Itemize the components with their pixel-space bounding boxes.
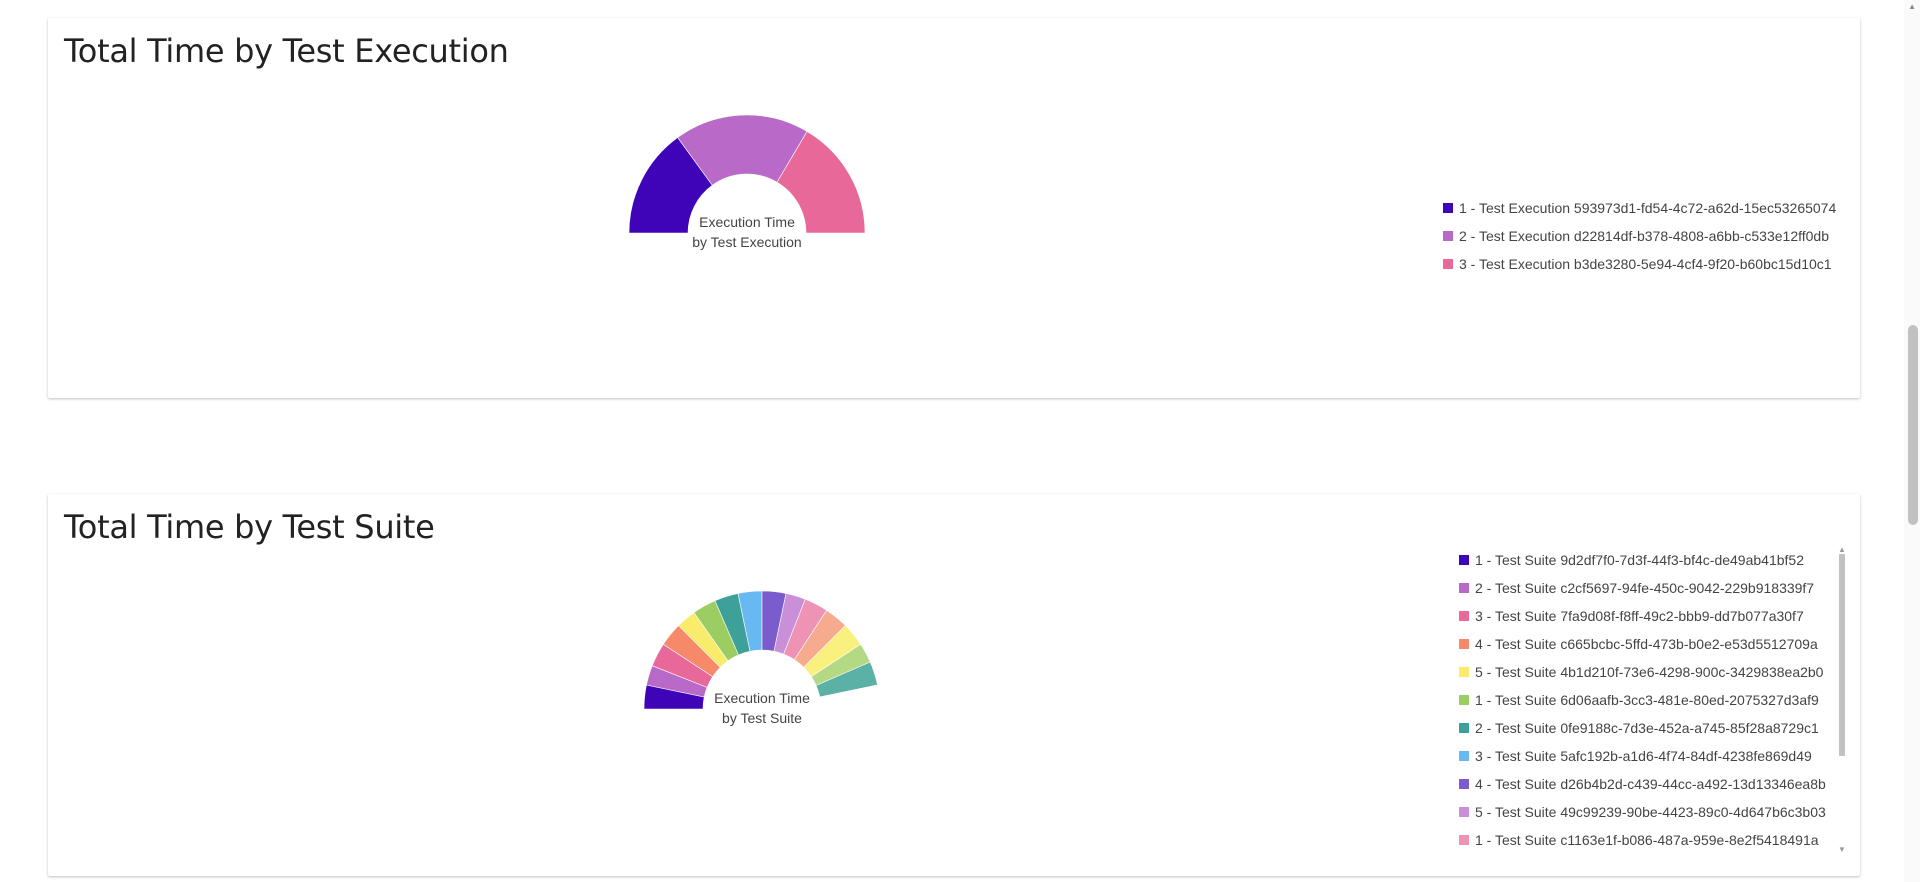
legend-item[interactable]: 2 - Test Suite c2cf5697-94fe-450c-9042-2… <box>1459 574 1864 602</box>
center-label-line-1: Execution Time <box>699 214 795 230</box>
legend-scrollbar-thumb[interactable] <box>1839 554 1845 756</box>
legend-swatch <box>1459 695 1469 705</box>
legend-swatch <box>1443 231 1453 241</box>
legend-item[interactable]: 4 - Test Suite d26b4b2d-c439-44cc-a492-1… <box>1459 770 1864 798</box>
legend-item[interactable]: 1 - Test Suite 6d06aafb-3cc3-481e-80ed-2… <box>1459 686 1864 714</box>
legend-swatch <box>1459 555 1469 565</box>
legend-item[interactable]: 3 - Test Suite 5afc192b-a1d6-4f74-84df-4… <box>1459 742 1864 770</box>
legend-swatch <box>1443 259 1453 269</box>
page-scrollbar-thumb[interactable] <box>1908 325 1918 525</box>
center-label-line-2: by Test Suite <box>722 710 802 726</box>
pie-slice[interactable] <box>819 684 881 710</box>
legend-label: 2 - Test Execution d22814df-b378-4808-a6… <box>1459 228 1829 244</box>
legend-label: 4 - Test Suite d26b4b2d-c439-44cc-a492-1… <box>1475 776 1826 792</box>
legend-label: 5 - Test Suite 4b1d210f-73e6-4298-900c-3… <box>1475 664 1824 680</box>
legend-item[interactable]: 1 - Test Suite c1163e1f-b086-487a-959e-8… <box>1459 826 1864 846</box>
center-label-line-2: by Test Execution <box>692 234 801 250</box>
legend-item[interactable]: 3 - Test Execution b3de3280-5e94-4cf4-9f… <box>1443 250 1858 278</box>
legend-label: 2 - Test Suite 0fe9188c-7d3e-452a-a745-8… <box>1475 720 1819 736</box>
legend-swatch <box>1459 807 1469 817</box>
legend-swatch <box>1459 583 1469 593</box>
legend-label: 3 - Test Suite 7fa9d08f-f8ff-49c2-bbb9-d… <box>1475 608 1804 624</box>
legend-swatch <box>1459 667 1469 677</box>
legend-item[interactable]: 1 - Test Suite 9d2df7f0-7d3f-44f3-bf4c-d… <box>1459 546 1864 574</box>
center-label-line-1: Execution Time <box>714 690 810 706</box>
legend-label: 1 - Test Suite c1163e1f-b086-487a-959e-8… <box>1475 832 1819 846</box>
semicircle-chart-test-execution: Execution Time by Test Execution <box>628 114 866 250</box>
legend-label: 1 - Test Suite 9d2df7f0-7d3f-44f3-bf4c-d… <box>1475 552 1804 568</box>
legend-swatch <box>1459 723 1469 733</box>
legend-test-execution: 1 - Test Execution 593973d1-fd54-4c72-a6… <box>1443 194 1858 278</box>
pie-slice[interactable] <box>677 114 808 186</box>
legend-swatch <box>1459 751 1469 761</box>
legend-item[interactable]: 5 - Test Suite 4b1d210f-73e6-4298-900c-3… <box>1459 658 1864 686</box>
legend-label: 3 - Test Execution b3de3280-5e94-4cf4-9f… <box>1459 256 1832 272</box>
legend-label: 2 - Test Suite c2cf5697-94fe-450c-9042-2… <box>1475 580 1815 596</box>
legend-scroll-down-arrow-icon[interactable]: ▼ <box>1838 845 1846 854</box>
semicircle-chart-test-suite: Execution Time by Test Suite <box>643 590 881 726</box>
legend-label: 5 - Test Suite 49c99239-90be-4423-89c0-4… <box>1475 804 1826 820</box>
legend-item[interactable]: 2 - Test Suite 0fe9188c-7d3e-452a-a745-8… <box>1459 714 1864 742</box>
card-total-time-by-test-suite: Total Time by Test Suite Execution Time … <box>48 494 1860 876</box>
legend-item[interactable]: 4 - Test Suite c665bcbc-5ffd-473b-b0e2-e… <box>1459 630 1864 658</box>
legend-label: 1 - Test Execution 593973d1-fd54-4c72-a6… <box>1459 200 1837 216</box>
legend-swatch <box>1459 779 1469 789</box>
legend-swatch <box>1459 835 1469 845</box>
legend-label: 1 - Test Suite 6d06aafb-3cc3-481e-80ed-2… <box>1475 692 1819 708</box>
legend-label: 3 - Test Suite 5afc192b-a1d6-4f74-84df-4… <box>1475 748 1812 764</box>
card-title: Total Time by Test Execution <box>64 32 509 70</box>
legend-swatch <box>1443 203 1453 213</box>
legend-item[interactable]: 5 - Test Suite 49c99239-90be-4423-89c0-4… <box>1459 798 1864 826</box>
legend-test-suite[interactable]: 1 - Test Suite 9d2df7f0-7d3f-44f3-bf4c-d… <box>1459 546 1864 846</box>
legend-label: 4 - Test Suite c665bcbc-5ffd-473b-b0e2-e… <box>1475 636 1818 652</box>
legend-swatch <box>1459 611 1469 621</box>
legend-item[interactable]: 1 - Test Execution 593973d1-fd54-4c72-a6… <box>1443 194 1858 222</box>
card-total-time-by-test-execution: Total Time by Test Execution Execution T… <box>48 18 1860 398</box>
pie-slice[interactable] <box>776 131 866 234</box>
page-scrollbar[interactable]: ▲ <box>1904 0 1920 882</box>
scroll-up-arrow-icon[interactable]: ▲ <box>1908 2 1916 11</box>
legend-item[interactable]: 2 - Test Execution d22814df-b378-4808-a6… <box>1443 222 1858 250</box>
legend-item[interactable]: 3 - Test Suite 7fa9d08f-f8ff-49c2-bbb9-d… <box>1459 602 1864 630</box>
legend-scroll-up-arrow-icon[interactable]: ▲ <box>1838 545 1846 554</box>
card-title: Total Time by Test Suite <box>64 508 435 546</box>
legend-swatch <box>1459 639 1469 649</box>
